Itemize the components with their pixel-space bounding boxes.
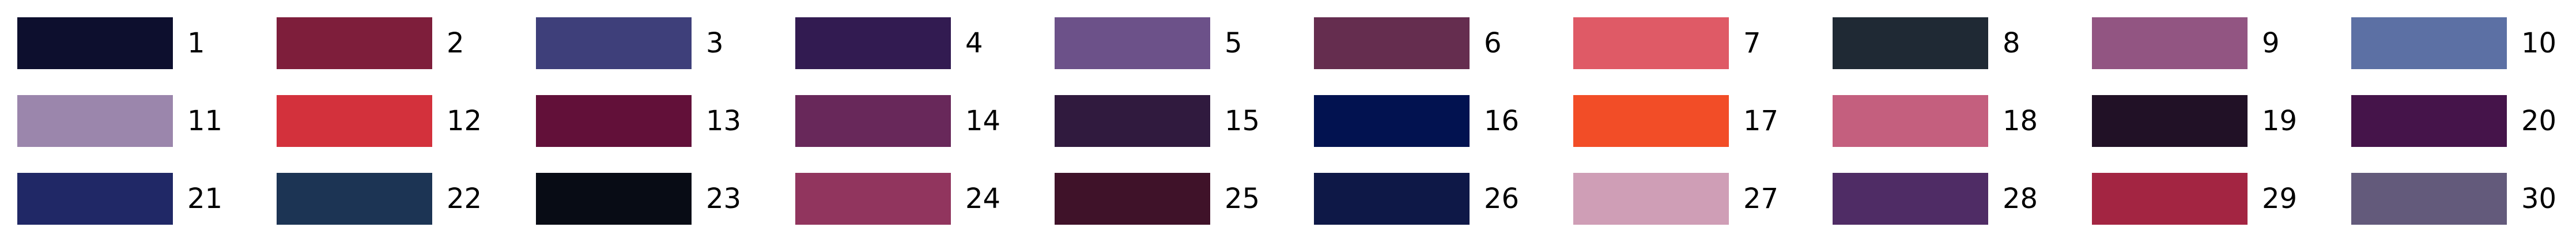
swatch-label: 23 — [706, 183, 742, 215]
color-swatch — [2351, 17, 2507, 69]
color-swatch — [1055, 173, 1210, 225]
swatch-item: 22 — [277, 173, 530, 225]
swatch-item: 26 — [1314, 173, 1567, 225]
swatch-label: 24 — [965, 183, 1001, 215]
swatch-item: 16 — [1314, 95, 1567, 147]
swatch-label: 15 — [1225, 105, 1260, 137]
swatch-label: 27 — [1743, 183, 1779, 215]
swatch-item: 27 — [1573, 173, 1827, 225]
swatch-label: 30 — [2521, 183, 2557, 215]
swatch-label: 22 — [447, 183, 482, 215]
color-swatch — [795, 95, 951, 147]
swatch-item: 11 — [17, 95, 271, 147]
color-swatch — [1314, 95, 1470, 147]
color-swatch — [277, 17, 432, 69]
swatch-item: 8 — [1833, 17, 2086, 69]
color-swatch — [536, 173, 692, 225]
swatch-item: 4 — [795, 17, 1049, 69]
swatch-label: 20 — [2521, 105, 2557, 137]
swatch-label: 11 — [187, 105, 223, 137]
swatch-label: 14 — [965, 105, 1001, 137]
swatch-label: 7 — [1743, 27, 1761, 59]
color-swatch — [1055, 17, 1210, 69]
swatch-item: 21 — [17, 173, 271, 225]
swatch-label: 4 — [965, 27, 983, 59]
swatch-item: 15 — [1055, 95, 1308, 147]
color-swatch — [536, 95, 692, 147]
swatch-label: 5 — [1225, 27, 1242, 59]
color-swatch — [1833, 173, 1988, 225]
color-swatch — [2092, 173, 2248, 225]
swatch-item: 5 — [1055, 17, 1308, 69]
color-swatch — [2351, 173, 2507, 225]
swatch-label: 1 — [187, 27, 205, 59]
swatch-label: 18 — [2003, 105, 2038, 137]
color-swatch — [2092, 17, 2248, 69]
swatch-item: 24 — [795, 173, 1049, 225]
swatch-item: 13 — [536, 95, 790, 147]
swatch-label: 29 — [2262, 183, 2298, 215]
color-swatch — [2092, 95, 2248, 147]
swatch-item: 10 — [2351, 17, 2576, 69]
swatch-item: 1 — [17, 17, 271, 69]
color-swatch — [17, 173, 173, 225]
swatch-item: 3 — [536, 17, 790, 69]
swatch-label: 8 — [2003, 27, 2020, 59]
swatch-item: 23 — [536, 173, 790, 225]
swatch-item: 20 — [2351, 95, 2576, 147]
swatch-item: 18 — [1833, 95, 2086, 147]
swatch-label: 21 — [187, 183, 223, 215]
swatch-label: 10 — [2521, 27, 2557, 59]
swatch-item: 9 — [2092, 17, 2345, 69]
swatch-label: 28 — [2003, 183, 2038, 215]
swatch-label: 13 — [706, 105, 742, 137]
swatch-label: 3 — [706, 27, 724, 59]
swatch-label: 25 — [1225, 183, 1260, 215]
color-swatch — [795, 17, 951, 69]
swatch-label: 16 — [1484, 105, 1520, 137]
color-swatch — [1314, 173, 1470, 225]
color-swatch — [1573, 17, 1729, 69]
swatch-item: 29 — [2092, 173, 2345, 225]
color-swatch — [2351, 95, 2507, 147]
color-swatch — [1573, 173, 1729, 225]
swatch-label: 12 — [447, 105, 482, 137]
swatch-item: 7 — [1573, 17, 1827, 69]
swatch-label: 19 — [2262, 105, 2298, 137]
swatch-label: 17 — [1743, 105, 1779, 137]
swatch-item: 30 — [2351, 173, 2576, 225]
color-swatch — [1833, 95, 1988, 147]
swatch-item: 2 — [277, 17, 530, 69]
color-swatch — [17, 95, 173, 147]
color-swatch — [536, 17, 692, 69]
swatch-label: 6 — [1484, 27, 1502, 59]
color-swatch — [1573, 95, 1729, 147]
swatch-item: 6 — [1314, 17, 1567, 69]
color-swatch — [1055, 95, 1210, 147]
color-swatch — [1833, 17, 1988, 69]
swatch-item: 12 — [277, 95, 530, 147]
swatch-label: 26 — [1484, 183, 1520, 215]
swatch-item: 28 — [1833, 173, 2086, 225]
swatch-item: 14 — [795, 95, 1049, 147]
color-swatch — [1314, 17, 1470, 69]
color-swatch — [795, 173, 951, 225]
swatch-item: 19 — [2092, 95, 2345, 147]
swatch-item: 25 — [1055, 173, 1308, 225]
swatch-label: 9 — [2262, 27, 2280, 59]
color-swatch — [277, 95, 432, 147]
swatch-label: 2 — [447, 27, 464, 59]
color-swatch — [17, 17, 173, 69]
color-swatch — [277, 173, 432, 225]
swatch-item: 17 — [1573, 95, 1827, 147]
